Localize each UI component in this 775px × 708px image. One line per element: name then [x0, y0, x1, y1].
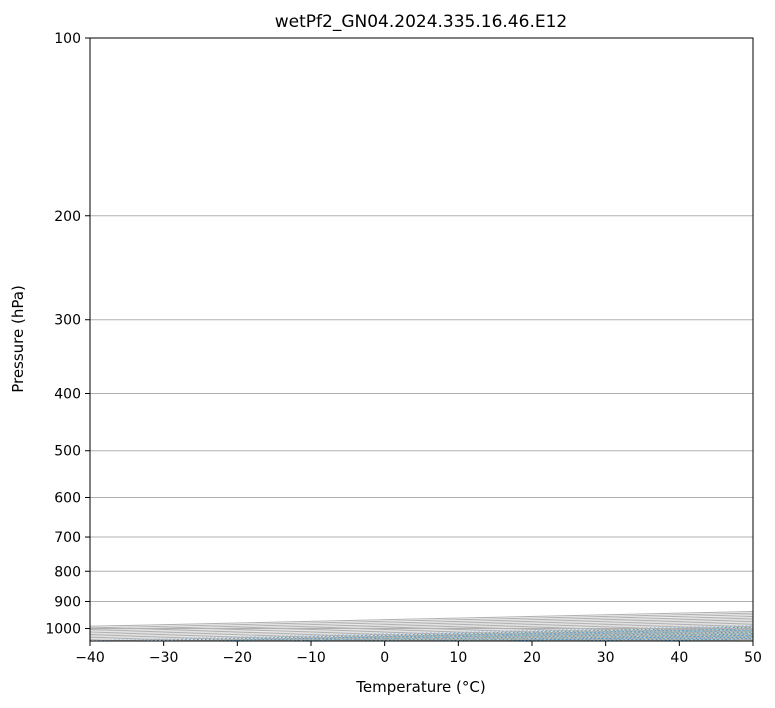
x-tick-label: −40: [75, 650, 105, 666]
chart-title: wetPf2_GN04.2024.335.16.46.E12: [275, 12, 567, 32]
plot-frame: [89, 37, 754, 642]
isobar-gridlines: [90, 38, 753, 629]
isotherm-line: [90, 622, 753, 639]
isotherm-line: [90, 624, 753, 640]
isotherm-line: [679, 638, 753, 641]
x-tick-label: 30: [597, 650, 615, 666]
y-tick-label: 800: [54, 564, 81, 580]
moist-adiabat-line: [568, 636, 753, 641]
y-tick-label: 400: [54, 387, 81, 403]
isotherm-line: [458, 633, 753, 641]
isotherm-line: [163, 627, 753, 641]
mixing-ratio-line: [572, 636, 753, 641]
mixing-ratio-line: [185, 627, 753, 641]
x-tick-label: 0: [380, 650, 389, 666]
y-tick-label: 700: [54, 530, 81, 546]
mixing-ratio-line: [132, 626, 753, 641]
moist-adiabat-line: [531, 635, 753, 641]
y-tick-label: 900: [54, 594, 81, 610]
y-tick-label: 600: [54, 490, 81, 506]
x-tick-label: 10: [449, 650, 467, 666]
mixing-ratio-line: [599, 637, 753, 641]
dry-adiabat-line: [263, 629, 753, 641]
x-axis-ticks: −40 −30 −20 −10 0 10 20 30 40 50: [75, 641, 762, 666]
moist-adiabat-line: [458, 633, 753, 641]
isotherm-line: [90, 620, 753, 637]
isotherm-line: [90, 614, 753, 631]
x-tick-label: 20: [523, 650, 541, 666]
moist-adiabats: [163, 626, 753, 641]
plot-area: 0.10.20.40.611.52346810131620253036 -100…: [90, 38, 753, 641]
moist-adiabat-line: [495, 634, 753, 641]
isotherm-line: [90, 625, 753, 641]
moist-adiabat-line: [163, 626, 753, 641]
isotherm-line: [531, 635, 753, 641]
y-tick-label: 500: [54, 444, 81, 460]
x-tick-label: −10: [296, 650, 326, 666]
y-tick-label: 200: [54, 209, 81, 225]
isotherm-line: [90, 617, 753, 634]
dry-adiabat-line: [338, 630, 753, 641]
moist-adiabat-line: [274, 629, 753, 641]
mixing-ratio-line: [522, 635, 753, 641]
dry-adiabats: [188, 627, 753, 641]
isotherm-line: [605, 637, 753, 641]
moist-adiabat-line: [605, 637, 753, 641]
isotherm-line: [237, 629, 753, 641]
y-tick-label: 300: [54, 313, 81, 329]
moist-adiabat-line: [421, 632, 753, 641]
moist-adiabat-line: [384, 631, 753, 641]
x-tick-label: 40: [670, 650, 688, 666]
dry-adiabat-line: [637, 637, 753, 641]
dry-adiabat-line: [412, 632, 753, 641]
dry-adiabat-line: [711, 639, 753, 641]
moist-adiabat-line: [200, 627, 753, 641]
isotherm-line: [90, 619, 753, 635]
x-tick-label: −30: [149, 650, 179, 666]
isotherm-line: [90, 615, 753, 632]
isotherm-line: [752, 640, 753, 641]
y-axis-ticks: 1000 900 800 700 600 500 400 300 200 100: [45, 31, 90, 637]
x-axis-label: Temperature (°C): [355, 678, 485, 696]
y-tick-label: 1000: [45, 621, 81, 637]
x-tick-label: 50: [744, 650, 762, 666]
dry-adiabat-line: [188, 627, 753, 641]
moist-adiabat-line: [679, 638, 753, 641]
isotherm-line: [90, 611, 753, 627]
skewed-isotherms: [90, 611, 753, 641]
moist-adiabat-line: [642, 637, 753, 641]
mixing-ratio-line: [546, 635, 753, 641]
moist-adiabat-line: [716, 639, 753, 641]
isotherm-line: [384, 632, 753, 641]
x-tick-label: −20: [223, 650, 253, 666]
isotherm-line: [90, 612, 753, 629]
isotherm-line: [310, 630, 753, 641]
mixing-ratio-line: [90, 625, 753, 641]
moist-adiabat-line: [237, 628, 753, 641]
dry-adiabat-line: [562, 635, 753, 641]
moist-adiabat-line: [347, 631, 753, 641]
dry-adiabat-line: [487, 634, 753, 641]
moist-adiabat-line: [310, 630, 753, 641]
y-axis-label: Pressure (hPa): [9, 285, 27, 393]
y-tick-label: 100: [54, 31, 81, 47]
